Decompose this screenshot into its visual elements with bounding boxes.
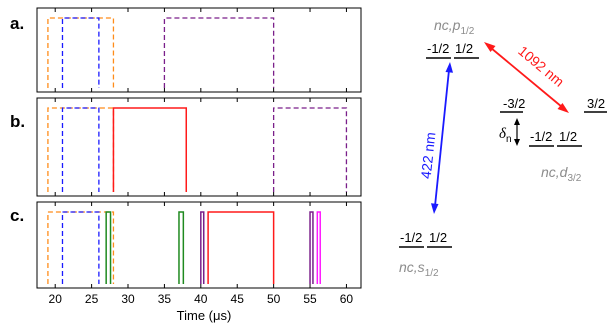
- panel-b-pulses: [47, 107, 348, 192]
- panel-a-pulses: [47, 17, 275, 88]
- transition-422-line: [434, 69, 450, 207]
- panel-b-ticks: [54, 98, 347, 196]
- x-tick-label: 25: [85, 292, 99, 306]
- pulse-red-6: [207, 211, 275, 284]
- pulse-green-3: [105, 211, 112, 284]
- x-tick-label: 30: [121, 292, 135, 306]
- transition-422-head-top: [445, 62, 453, 73]
- d-state-subscript: 3/2: [567, 173, 581, 184]
- panel-c: c.: [10, 201, 362, 289]
- x-tick-label: 50: [267, 292, 281, 306]
- transition-1092-head-top: [484, 42, 496, 52]
- panel-a-label: a.: [10, 14, 24, 33]
- x-tick-label: 55: [303, 292, 317, 306]
- pulse-red-3: [112, 107, 188, 192]
- d-level-m-pos-3half: 3/2: [587, 96, 605, 111]
- pulse-purple-4: [272, 107, 348, 192]
- x-axis-title: Time (μs): [177, 308, 232, 323]
- panel-a-frame: [36, 7, 362, 93]
- panel-a: a.: [10, 7, 362, 93]
- delta-arrow-down-head: [514, 139, 520, 146]
- pulse-green-4: [178, 211, 185, 284]
- panel-c-ticks: [54, 202, 347, 288]
- pulse-magenta-8: [316, 211, 321, 284]
- p-level-m-neg-half: -1/2: [427, 41, 449, 56]
- panel-c-label: c.: [10, 206, 24, 225]
- pulse-blue-2: [61, 17, 100, 88]
- x-tick-label: 35: [158, 292, 172, 306]
- pulse-blue-2: [61, 211, 100, 284]
- p-state-name: nc,p: [434, 17, 461, 33]
- delta-subscript: n: [506, 134, 512, 145]
- panel-b-frame: [36, 97, 362, 197]
- panel-b: b.: [10, 97, 362, 197]
- pulse-purple-5: [200, 211, 205, 284]
- d-state-label: nc,d3/2: [541, 164, 582, 184]
- d-level-m-neg-3half: -3/2: [503, 96, 525, 111]
- p-state-subscript: 1/2: [460, 26, 474, 37]
- pulse-purple-3: [163, 17, 275, 88]
- panel-b-label: b.: [10, 112, 25, 131]
- s-state-label: nc,s1/2: [399, 259, 439, 279]
- panel-c-frame: [36, 201, 362, 289]
- pulse-orange-1: [47, 107, 115, 192]
- x-tick-labels: 20 25 30 35 40 45 50 55 60: [49, 292, 354, 306]
- level-diagram: nc,p1/2 -1/2 1/2 -3/2 3/2 -1/2 1/2 nc,d3…: [399, 17, 607, 279]
- x-tick-label: 40: [194, 292, 208, 306]
- transition-1092-line: [490, 47, 563, 108]
- x-tick-label: 60: [340, 292, 354, 306]
- panel-c-pulses: [47, 211, 321, 284]
- pulse-orange-1: [47, 211, 115, 284]
- d-level-m-neg-half: -1/2: [530, 129, 552, 144]
- x-tick-label: 45: [231, 292, 245, 306]
- pulse-blue-2: [61, 107, 100, 192]
- s-level-m-neg-half: -1/2: [400, 230, 422, 245]
- pulse-purple-7: [309, 211, 314, 284]
- delta-label: δn: [499, 126, 512, 145]
- p-level-m-pos-half: 1/2: [455, 41, 473, 56]
- panel-a-ticks: [54, 8, 347, 92]
- s-state-name: nc,s: [399, 259, 425, 275]
- delta-symbol: δ: [499, 126, 507, 142]
- transition-422-label: 422 nm: [418, 131, 439, 179]
- transition-1092-head-bottom: [557, 103, 569, 113]
- s-level-m-pos-half: 1/2: [429, 230, 447, 245]
- s-state-subscript: 1/2: [425, 268, 439, 279]
- x-tick-label: 20: [49, 292, 63, 306]
- p-state-label: nc,p1/2: [434, 17, 475, 37]
- transition-422-head-bottom: [431, 203, 439, 214]
- transition-1092-label: 1092 nm: [515, 43, 567, 90]
- pulse-orange-1: [47, 17, 115, 88]
- d-state-name: nc,d: [541, 164, 569, 180]
- delta-arrow-up-head: [514, 118, 520, 125]
- d-level-m-pos-half: 1/2: [559, 129, 577, 144]
